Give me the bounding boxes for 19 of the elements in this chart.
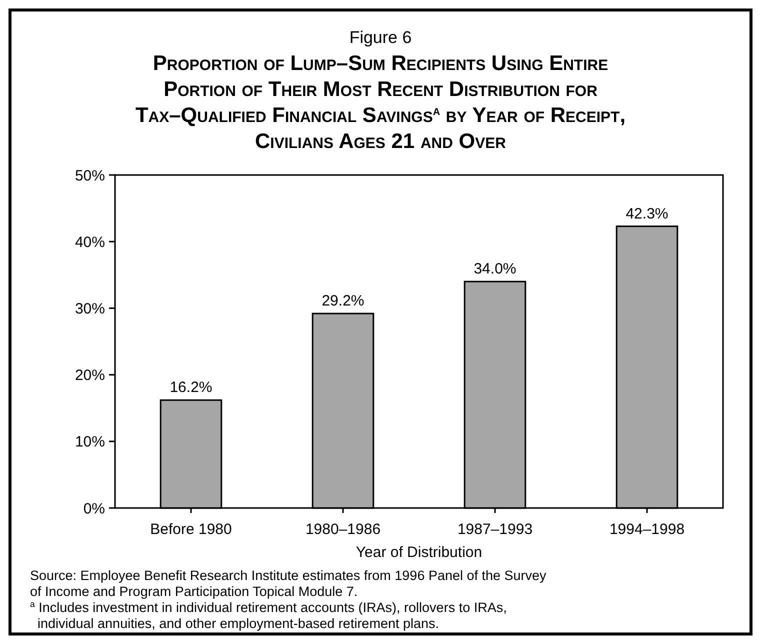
y-tick-label: 30% [74, 300, 105, 318]
y-tick-label: 10% [74, 434, 105, 451]
x-tick-label: 1994–1998 [609, 521, 685, 538]
data-label: 16.2% [170, 379, 212, 396]
x-tick-label: 1980–1986 [305, 521, 381, 538]
y-tick-label: 20% [74, 367, 105, 384]
chart-title: Proportion of Lump–Sum Recipients Using Entire Portion of Their Most Recent Distribution for Tax–Qualified Financial Savings$^{a}$ by Year of Receipt, Civilians Ages 21 and Over [135, 52, 626, 153]
x-tick-label: 1987–1993 [457, 521, 533, 538]
text: $^{a}$ Includes investment in individual retirement accounts (IRAs), rollovers to IRAs, individual annuities, and other employment-based retirement plans. [30, 599, 507, 631]
x-tick-label: Before 1980 [150, 521, 232, 538]
y-tick-label: 50% [74, 167, 105, 184]
y-tick-label: 40% [74, 234, 105, 251]
data-label: 34.0% [474, 260, 516, 278]
source-note: Source: Employee Benefit Research Institute estimates from 1996 Panel of the Survey of Income and Program Participation Topical Module 7. [30, 568, 547, 599]
data-label: 42.3% [626, 205, 668, 222]
y-tick-label: 0% [83, 500, 105, 518]
x-axis-title: Year of Distribution [356, 544, 482, 561]
data-label: 29.2% [322, 292, 364, 310]
chart-subtitle: Figure 6 [349, 28, 412, 47]
